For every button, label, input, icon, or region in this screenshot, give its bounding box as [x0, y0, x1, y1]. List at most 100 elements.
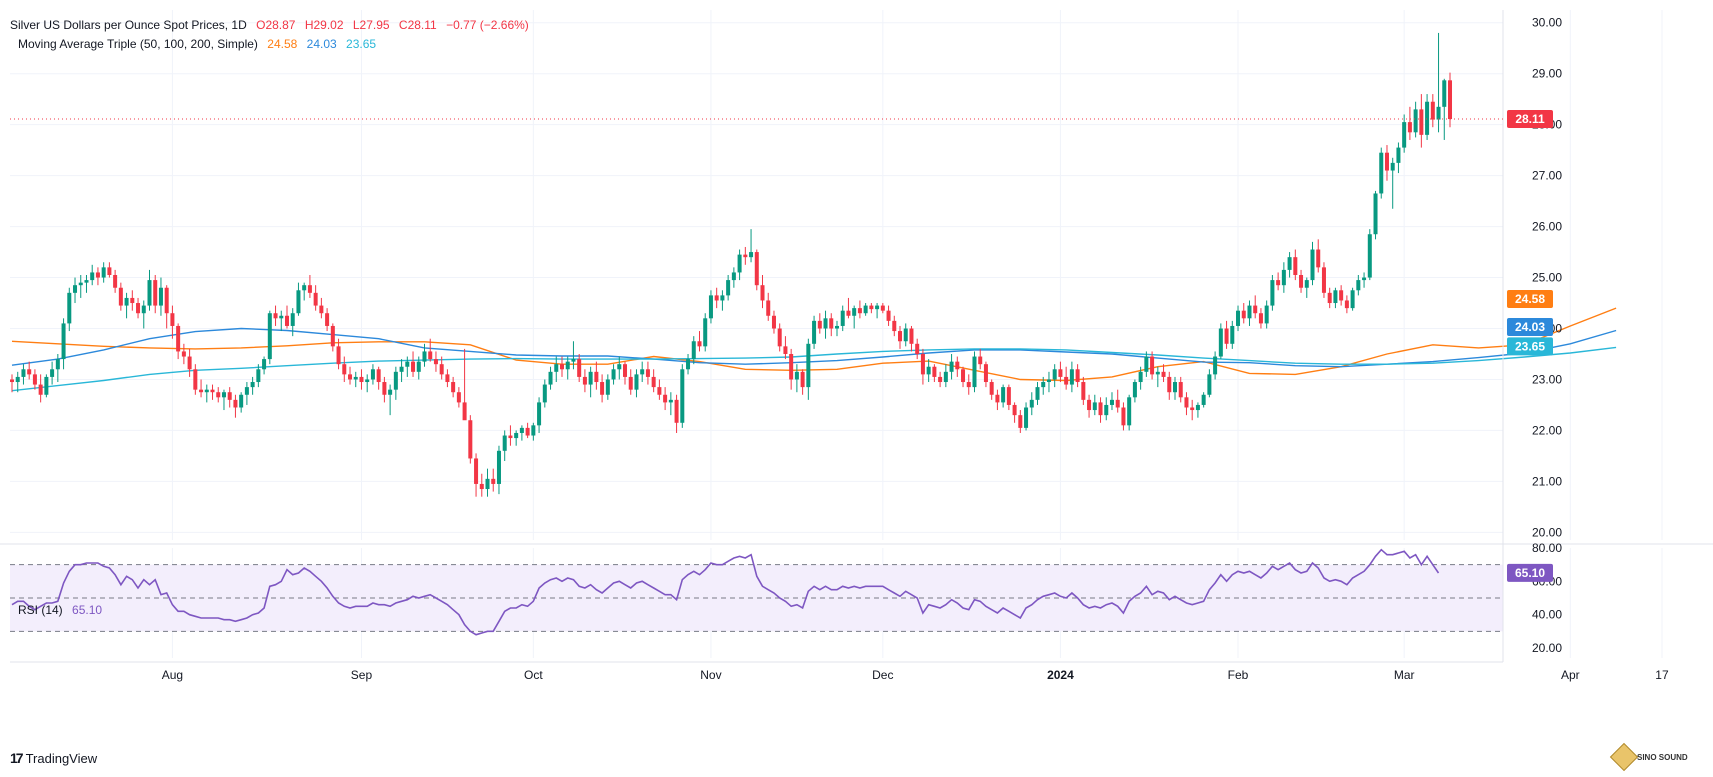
candle-body	[559, 364, 564, 370]
candle-body	[244, 387, 249, 395]
candle-body	[1379, 152, 1384, 194]
candle	[800, 369, 805, 395]
candle	[771, 310, 776, 334]
candle-body	[800, 371, 805, 388]
price-tick-label: 23.00	[1532, 372, 1562, 386]
candle	[651, 369, 656, 393]
candle	[1161, 364, 1166, 383]
candle	[330, 323, 335, 352]
candle	[938, 371, 943, 388]
candle	[1241, 303, 1246, 324]
ma50-tag	[1507, 289, 1553, 308]
candle	[559, 356, 564, 377]
candle-body	[1362, 277, 1367, 281]
candle-body	[284, 315, 290, 326]
candle-body	[857, 308, 862, 314]
candle	[141, 300, 146, 329]
rsi-value-tag-label: 65.10	[1515, 566, 1545, 580]
date-tick-label: Mar	[1394, 668, 1415, 682]
candle-body	[273, 313, 278, 319]
candle	[1321, 262, 1326, 298]
candle	[605, 374, 610, 400]
watermark: SINO SOUND	[1609, 742, 1704, 772]
candle	[1041, 376, 1046, 395]
candle-body	[760, 285, 765, 301]
candle-body	[221, 392, 226, 398]
candle-body	[256, 369, 261, 383]
candle	[233, 394, 238, 418]
candle-body	[1413, 109, 1418, 133]
tradingview-logo[interactable]: 17 TradingView	[10, 750, 97, 766]
candle-body	[680, 369, 685, 423]
candle	[153, 275, 158, 314]
ma100-tag	[1507, 317, 1553, 336]
candle-body	[1425, 101, 1430, 135]
candle-body	[771, 315, 776, 329]
candle	[657, 379, 662, 400]
candle-body	[158, 287, 163, 306]
candle	[1150, 351, 1155, 380]
candle-body	[875, 305, 880, 310]
candle-body	[55, 359, 60, 370]
candle	[307, 275, 312, 298]
candle	[284, 305, 290, 329]
candle	[416, 356, 421, 380]
candle-body	[817, 320, 822, 329]
candle-body	[640, 369, 645, 375]
last-price-tag-label: 28.11	[1515, 112, 1545, 126]
candle	[978, 348, 983, 370]
candle	[1218, 323, 1223, 360]
candle	[617, 356, 622, 380]
candle	[411, 351, 416, 377]
candle	[674, 394, 679, 433]
candle-body	[1155, 371, 1160, 375]
candle-body	[296, 290, 301, 314]
candle	[542, 379, 547, 408]
candle-body	[1350, 290, 1355, 309]
candle-body	[405, 361, 410, 367]
candle	[1064, 366, 1069, 390]
candle-body	[686, 359, 691, 370]
candle-body	[399, 366, 404, 372]
candle	[932, 364, 937, 383]
candle-body	[1081, 382, 1086, 400]
candle-body	[651, 376, 656, 388]
candle-body	[262, 359, 267, 370]
price-tick-label: 20.00	[1532, 525, 1562, 539]
candle	[766, 292, 771, 321]
candle-body	[1006, 387, 1011, 405]
candle	[760, 275, 765, 309]
candle-body	[456, 392, 461, 403]
candle-body	[869, 305, 874, 310]
candle	[1230, 320, 1235, 349]
candle	[21, 364, 26, 385]
candle-body	[73, 285, 78, 293]
candle	[95, 267, 100, 286]
candle-body	[336, 346, 341, 365]
candle-body	[617, 364, 622, 370]
candle	[353, 371, 358, 388]
candle-body	[548, 371, 553, 385]
candle-body	[313, 292, 318, 306]
candle	[983, 361, 988, 388]
candle-body	[943, 371, 948, 383]
candle	[176, 323, 181, 360]
candle-body	[594, 371, 599, 383]
candle	[571, 341, 576, 370]
candle	[892, 315, 897, 337]
candle	[491, 468, 496, 492]
candle-body	[726, 280, 731, 296]
candle	[376, 366, 381, 390]
candle-body	[737, 254, 742, 273]
candle	[863, 303, 868, 316]
candle-body	[1230, 325, 1235, 344]
candle	[496, 445, 501, 495]
candle	[1281, 262, 1286, 293]
candle-body	[502, 435, 507, 451]
candle-body	[21, 369, 26, 377]
candle	[1276, 272, 1281, 291]
candle	[1344, 295, 1349, 314]
date-tick-label: Dec	[872, 668, 893, 682]
candle-body	[1258, 313, 1263, 324]
candle-body	[645, 369, 650, 377]
